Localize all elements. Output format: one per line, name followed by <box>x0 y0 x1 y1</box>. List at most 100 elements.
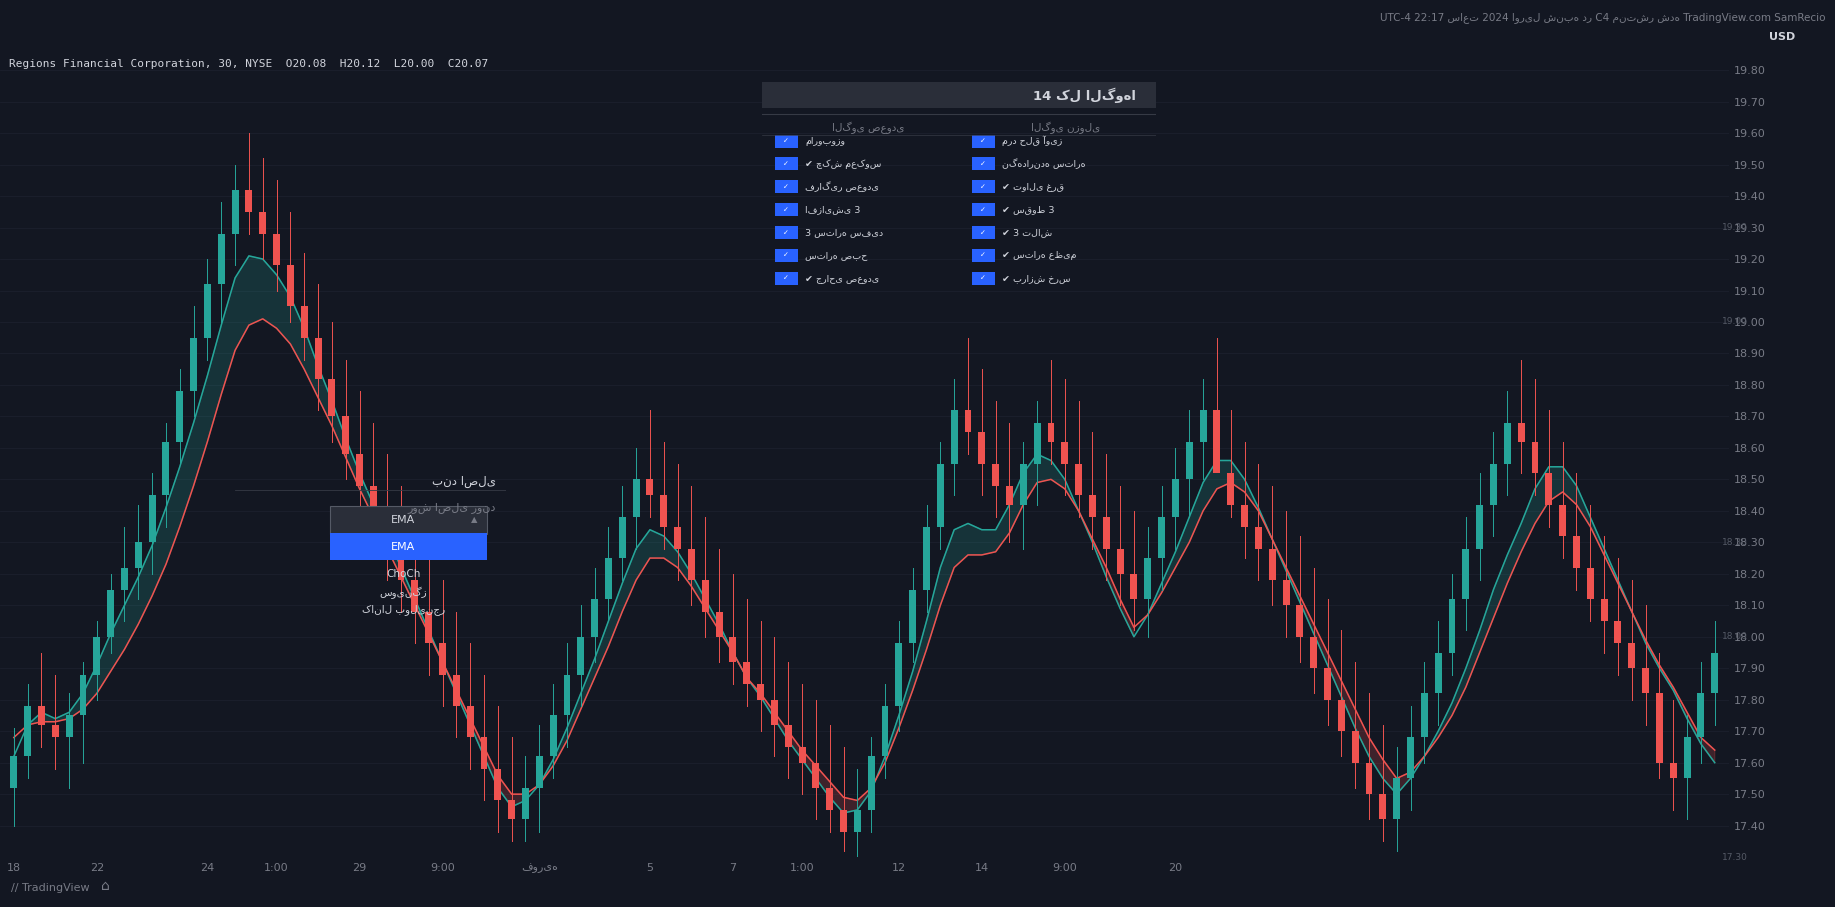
FancyBboxPatch shape <box>973 180 995 193</box>
Bar <box>895 643 903 706</box>
Bar <box>563 675 571 716</box>
Text: سوینگز: سوینگز <box>380 586 428 599</box>
Text: ✓: ✓ <box>980 229 985 236</box>
Bar <box>398 549 404 580</box>
Bar <box>993 463 998 485</box>
Text: افزایشی 3: افزایشی 3 <box>806 205 861 214</box>
Bar <box>1048 423 1055 442</box>
Text: فراگیر صعودی: فراگیر صعودی <box>806 181 879 192</box>
Text: روش اصلی روند: روش اصلی روند <box>407 502 495 513</box>
Text: ستاره صبح: ستاره صبح <box>806 251 868 260</box>
Text: ✔ سقوط 3: ✔ سقوط 3 <box>1002 205 1055 214</box>
Text: ✓: ✓ <box>784 252 789 258</box>
Bar <box>1642 668 1650 694</box>
Bar <box>1545 473 1552 504</box>
Bar <box>1200 410 1207 442</box>
FancyBboxPatch shape <box>774 180 798 193</box>
Bar <box>163 442 169 495</box>
Bar <box>439 643 446 675</box>
Bar <box>1560 504 1565 536</box>
Bar <box>1033 423 1040 463</box>
Bar <box>965 410 971 432</box>
Text: UTC-4 22:17 ساعت 2024 اوریل شنبه در C4 منتشر شده TradingView.com SamRecio: UTC-4 22:17 ساعت 2024 اوریل شنبه در C4 م… <box>1380 12 1826 23</box>
Bar <box>39 706 44 725</box>
Bar <box>1240 504 1248 527</box>
Bar <box>1296 605 1303 637</box>
Bar <box>1352 731 1358 763</box>
Bar <box>1158 517 1165 558</box>
Bar <box>661 495 668 527</box>
FancyBboxPatch shape <box>973 226 995 239</box>
Text: ✓: ✓ <box>784 138 789 144</box>
Bar <box>1435 652 1442 694</box>
Text: 18.30: 18.30 <box>1721 538 1747 547</box>
Text: ✔ 3 تلاش: ✔ 3 تلاش <box>1002 228 1053 237</box>
Bar <box>1685 737 1690 778</box>
Bar <box>701 580 708 611</box>
Bar <box>1655 694 1663 763</box>
Bar <box>1628 643 1635 668</box>
Text: // TradingView: // TradingView <box>11 883 90 893</box>
Bar <box>1712 652 1718 694</box>
Bar <box>1145 558 1151 599</box>
FancyBboxPatch shape <box>762 82 1156 108</box>
Bar <box>578 637 584 675</box>
Text: بند اصلی: بند اصلی <box>431 475 495 488</box>
Text: Regions Financial Corporation, 30, NYSE  O20.08  H20.12  L20.00  C20.07: Regions Financial Corporation, 30, NYSE … <box>9 59 488 69</box>
Bar <box>1670 763 1677 778</box>
Bar <box>758 684 763 699</box>
Text: EMA: EMA <box>391 541 415 551</box>
Bar <box>730 637 736 662</box>
Text: ⌂: ⌂ <box>101 880 110 893</box>
Text: ماروبوزو: ماروبوزو <box>806 137 844 146</box>
FancyBboxPatch shape <box>973 249 995 262</box>
Bar <box>1420 694 1428 737</box>
Text: 18.00: 18.00 <box>1721 632 1747 641</box>
Bar <box>79 675 86 716</box>
Bar <box>176 391 184 442</box>
Bar <box>453 675 461 706</box>
Bar <box>218 234 224 284</box>
Bar <box>1380 795 1385 819</box>
Bar <box>1587 568 1595 599</box>
Text: 19.00: 19.00 <box>1721 317 1747 327</box>
Text: 14 کل الگوها: 14 کل الگوها <box>1033 87 1136 102</box>
Bar <box>1075 463 1083 495</box>
Text: ✓: ✓ <box>980 184 985 190</box>
Text: ✔ برازش خرس: ✔ برازش خرس <box>1002 274 1070 283</box>
Bar <box>591 599 598 637</box>
Text: USD: USD <box>1769 32 1795 43</box>
Bar <box>1365 763 1373 795</box>
Bar <box>1505 423 1510 463</box>
Bar <box>231 190 239 234</box>
Text: الگوی نزولی: الگوی نزولی <box>1031 122 1099 134</box>
Bar <box>521 788 528 819</box>
Text: ✔ توالی غرق: ✔ توالی غرق <box>1002 182 1064 191</box>
FancyBboxPatch shape <box>973 158 995 171</box>
Bar <box>840 810 848 832</box>
Bar <box>494 769 501 801</box>
Bar <box>1393 778 1400 819</box>
Bar <box>94 637 101 675</box>
Bar <box>24 706 31 756</box>
Bar <box>618 517 626 558</box>
Bar <box>908 590 916 643</box>
Text: ✓: ✓ <box>784 276 789 281</box>
Bar <box>356 454 363 485</box>
Bar <box>716 611 723 637</box>
Bar <box>384 517 391 549</box>
FancyBboxPatch shape <box>774 272 798 285</box>
Text: الگوی صعودی: الگوی صعودی <box>831 122 905 134</box>
Bar <box>1061 442 1068 463</box>
Bar <box>1006 485 1013 504</box>
Text: 3 ستاره سفید: 3 ستاره سفید <box>806 228 883 237</box>
Text: ChoCh: ChoCh <box>385 569 420 579</box>
Bar <box>1310 637 1318 668</box>
Bar <box>1118 549 1123 574</box>
Bar <box>411 580 418 611</box>
Text: مرد حلق آویز: مرد حلق آویز <box>1002 136 1062 146</box>
Bar <box>1185 442 1193 480</box>
Bar <box>259 212 266 234</box>
Bar <box>1213 410 1220 473</box>
Text: ✔ ستاره عظیم: ✔ ستاره عظیم <box>1002 251 1077 260</box>
